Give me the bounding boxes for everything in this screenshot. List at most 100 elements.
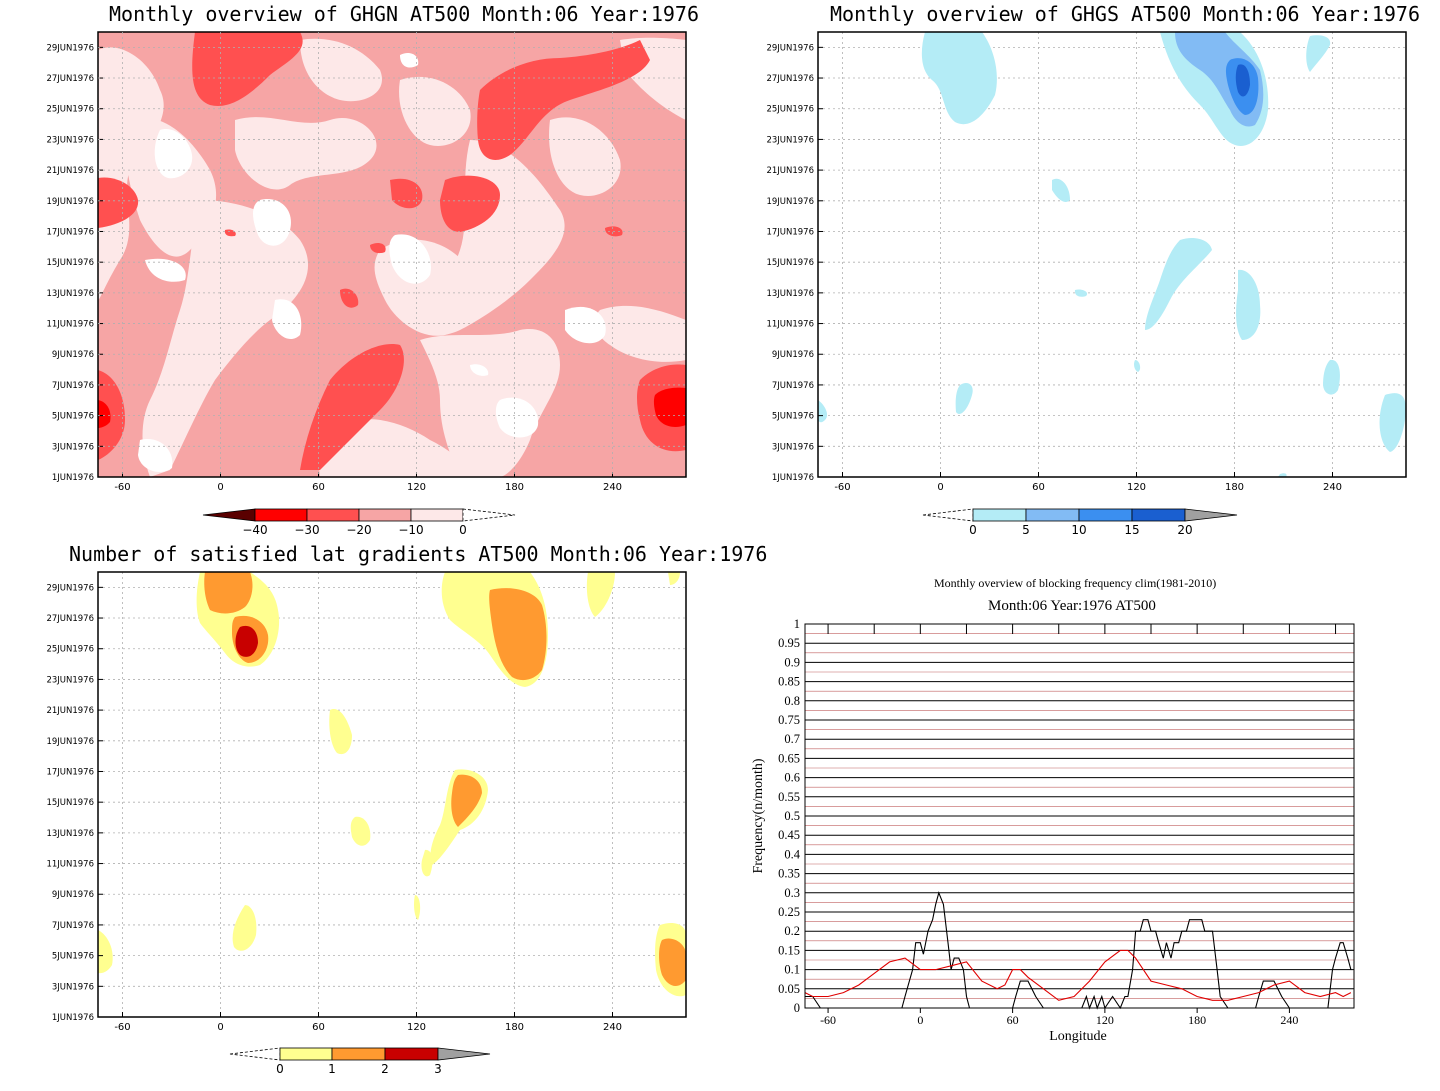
- ghgn-field: [98, 32, 686, 477]
- y-tick-label: 9JUN1976: [772, 350, 814, 360]
- freq-y-tick-label: 0.2: [784, 924, 800, 938]
- y-tick-label: 27JUN1976: [46, 74, 94, 84]
- ghgn-map: -60 0 60 120 180 240 1JUN1976 3JUN1976 5JUN1976…: [46, 31, 687, 537]
- y-tick-label: 23JUN1976: [46, 675, 94, 685]
- freq-y-axis: 0 0.05 0.1 0.15 0.2 0.25 0.3 0.35 0.4 0.45 0.5 0.55…: [778, 617, 801, 1015]
- x-tick-label: -60: [834, 482, 850, 493]
- ghgs-cb-label: 0: [969, 523, 977, 537]
- lat-title: Number of satisfied lat gradients AT500 …: [69, 542, 768, 566]
- y-tick-label: 27JUN1976: [766, 74, 814, 84]
- y-tick-label: 1JUN1976: [772, 473, 814, 483]
- freq-subtitle: Month:06 Year:1976 AT500: [988, 598, 1156, 614]
- y-tick-label: 25JUN1976: [46, 105, 94, 115]
- y-tick-label: 23JUN1976: [766, 135, 814, 145]
- freq-y-tick-label: 0.85: [778, 675, 800, 689]
- y-tick-label: 23JUN1976: [46, 135, 94, 145]
- ghgn-cb-label: 0: [459, 523, 467, 537]
- freq-xlabel: Longitude: [1049, 1029, 1107, 1044]
- ghgs-map: -60 0 60 120 180 240 1JUN1976 3JUN1976 5JUN1976…: [766, 31, 1407, 537]
- panel-freq: Monthly overview of blocking frequency c…: [720, 545, 1440, 1091]
- y-tick-label: 17JUN1976: [46, 767, 94, 777]
- freq-x-tick-label: -60: [820, 1013, 836, 1027]
- x-tick-label: 0: [217, 482, 223, 493]
- freq-y-tick-label: 0.3: [784, 886, 800, 900]
- lat-cb-label: 3: [434, 1062, 442, 1076]
- ghgs-cb-label: 10: [1071, 523, 1086, 537]
- x-tick-label: 180: [505, 1022, 524, 1033]
- y-tick-label: 13JUN1976: [46, 289, 94, 299]
- ghgs-grid: [818, 32, 1406, 477]
- freq-x-tick-label: 0: [917, 1013, 923, 1027]
- freq-y-tick-label: 0.15: [778, 943, 800, 957]
- freq-series-red-line: [804, 949, 1352, 1001]
- freq-y-tick-label: 0.35: [778, 867, 800, 881]
- freq-y-tick-label: 0.8: [784, 694, 800, 708]
- freq-chart: -60 0 60 120 180 240 0 0.05 0.1 0.15 0.2 0.25 0.3 0.…: [751, 617, 1355, 1044]
- x-tick-label: -60: [114, 482, 130, 493]
- x-tick-label: 60: [312, 1022, 325, 1033]
- freq-x-tick-label: 60: [1007, 1013, 1019, 1027]
- freq-x-tick-label: 240: [1280, 1013, 1298, 1027]
- x-tick-label: 60: [1032, 482, 1045, 493]
- freq-y-tick-label: 0.75: [778, 713, 800, 727]
- lat-map: -60 0 60 120 180 240 1JUN19763JUN19765JUN1976…: [46, 571, 687, 1076]
- freq-title: Monthly overview of blocking frequency c…: [934, 576, 1217, 590]
- x-tick-label: 120: [407, 1022, 426, 1033]
- ghgn-cb-label: −20: [346, 523, 371, 537]
- ghgn-title: Monthly overview of GHGN AT500 Month:06 …: [109, 2, 700, 26]
- y-tick-label: 21JUN1976: [766, 166, 814, 176]
- x-tick-label: -60: [114, 1022, 130, 1033]
- freq-y-tick-label: 0.7: [784, 732, 800, 746]
- y-tick-label: 5JUN1976: [772, 412, 814, 422]
- ghgn-cb-label: −30: [294, 523, 319, 537]
- y-tick-label: 17JUN1976: [766, 227, 814, 237]
- y-tick-label: 15JUN1976: [46, 798, 94, 808]
- ghgs-field: [818, 32, 1406, 477]
- lat-cb-label: 2: [381, 1062, 389, 1076]
- x-tick-label: 180: [1225, 482, 1244, 493]
- y-tick-label: 9JUN1976: [52, 890, 94, 900]
- freq-x-axis: -60 0 60 120 180 240: [820, 624, 1337, 1027]
- y-tick-label: 21JUN1976: [46, 166, 94, 176]
- y-tick-label: 7JUN1976: [52, 921, 94, 931]
- x-tick-label: 240: [603, 482, 622, 493]
- y-tick-label: 11JUN1976: [46, 320, 94, 330]
- y-tick-label: 11JUN1976: [46, 860, 94, 870]
- y-tick-label: 3JUN1976: [52, 982, 94, 992]
- freq-y-tick-label: 0.45: [778, 828, 800, 842]
- freq-y-tick-label: 0.65: [778, 751, 800, 765]
- y-tick-label: 3JUN1976: [52, 442, 94, 452]
- y-tick-label: 13JUN1976: [46, 829, 94, 839]
- ghgn-grid: [98, 32, 686, 477]
- freq-y-tick-label: 0.25: [778, 905, 800, 919]
- x-tick-label: 0: [937, 482, 943, 493]
- panel-ghgn: Monthly overview of GHGN AT500 Month:06 …: [0, 0, 720, 545]
- y-tick-label: 5JUN1976: [52, 952, 94, 962]
- freq-y-tick-label: 0.55: [778, 790, 800, 804]
- freq-y-tick-label: 0.5: [784, 809, 800, 823]
- y-tick-label: 9JUN1976: [52, 350, 94, 360]
- panel-lat: Number of satisfied lat gradients AT500 …: [0, 542, 767, 1091]
- y-tick-label: 1JUN1976: [52, 1013, 94, 1023]
- ghgs-x-axis: -60 0 60 120 180 240: [834, 472, 1342, 493]
- y-tick-label: 29JUN1976: [46, 43, 94, 53]
- ghgs-cb-label: 20: [1177, 523, 1192, 537]
- x-tick-label: 120: [1127, 482, 1146, 493]
- ghgn-colorbar: −40 −30 −20 −10 0: [202, 508, 516, 537]
- y-tick-label: 19JUN1976: [46, 737, 94, 747]
- y-tick-label: 13JUN1976: [766, 289, 814, 299]
- x-tick-label: 180: [505, 482, 524, 493]
- y-tick-label: 15JUN1976: [46, 258, 94, 268]
- y-tick-label: 3JUN1976: [772, 442, 814, 452]
- freq-y-tick-label: 0: [794, 1001, 800, 1015]
- y-tick-label: 7JUN1976: [52, 381, 94, 391]
- lat-y-axis: 1JUN1976 3JUN1976 5JUN1976 7JUN1976 9JUN1976…: [46, 583, 103, 1023]
- ghgs-y-axis: 1JUN1976 3JUN1976 5JUN1976 7JUN1976 9JUN1976…: [766, 43, 823, 483]
- freq-gridlines: [805, 623, 1354, 1009]
- freq-x-tick-label: 180: [1188, 1013, 1206, 1027]
- y-tick-label: 29JUN1976: [46, 583, 94, 593]
- lat-field: [98, 572, 686, 997]
- y-tick-label: 5JUN1976: [52, 412, 94, 422]
- panel-ghgs: Monthly overview of GHGS AT500 Month:06 …: [720, 0, 1440, 545]
- y-tick-label: 15JUN1976: [766, 258, 814, 268]
